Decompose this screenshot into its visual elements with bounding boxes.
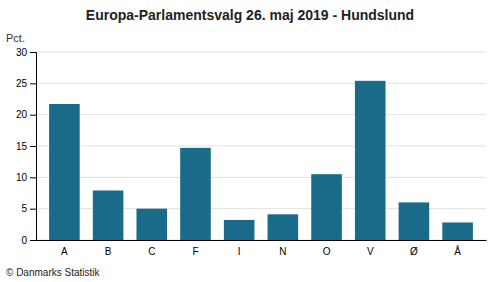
bars [49, 81, 473, 240]
grid-line [36, 83, 486, 84]
x-tick: Ø [410, 246, 418, 257]
y-tick: 30 [16, 47, 36, 58]
title: Europa-Parlamentsvalg 26. maj 2019 - Hun… [86, 7, 414, 23]
y-tick-mark [30, 146, 36, 147]
x-tick-label: I [238, 246, 241, 257]
y-tick-label: 10 [16, 172, 28, 183]
bar [136, 209, 167, 240]
grid-line [36, 177, 486, 178]
bar [180, 148, 211, 240]
y-axis-line [30, 53, 37, 241]
y-tick-mark [30, 240, 36, 241]
y-tick-mark [30, 115, 36, 116]
bar [442, 222, 473, 240]
x-tick-label: B [105, 246, 112, 257]
x-tick-label: V [367, 246, 374, 257]
bar [355, 81, 386, 240]
x-tick-label: O [323, 246, 331, 257]
y-tick-mark [30, 52, 36, 53]
y-tick: 15 [16, 141, 36, 152]
y-tick-label: 30 [16, 47, 28, 58]
footer: © Danmarks Statistik [6, 267, 101, 278]
y-label: Pct. [6, 32, 25, 44]
y-tick-label: 5 [21, 203, 27, 214]
x-tick: V [367, 246, 374, 257]
y-tick: 0 [21, 235, 36, 246]
y-tick-mark [30, 177, 36, 178]
x-tick: O [323, 246, 331, 257]
chart: Europa-Parlamentsvalg 26. maj 2019 - Hun… [0, 0, 500, 282]
x-tick: A [61, 246, 68, 257]
bar [49, 104, 80, 240]
grid-line [36, 52, 486, 53]
y-tick-label: 25 [16, 78, 28, 89]
y-tick-mark [30, 83, 36, 84]
x-tick-label: Å [454, 245, 461, 257]
y-axis: 0 5 10 15 20 25 30 [16, 47, 37, 246]
x-tick: I [238, 246, 241, 257]
x-tick-label: Ø [410, 246, 418, 257]
plot: 0 5 10 15 20 25 30 A B C F I N O V Ø Å [16, 47, 487, 257]
x-tick: Å [454, 245, 461, 257]
y-tick: 20 [16, 109, 36, 120]
x-tick: C [148, 246, 155, 257]
x-tick: N [279, 246, 286, 257]
bar [224, 220, 255, 240]
y-tick: 10 [16, 172, 36, 183]
x-axis-line [37, 240, 487, 241]
y-tick: 5 [21, 203, 36, 214]
y-tick-mark [30, 209, 36, 210]
x-tick-label: C [148, 246, 155, 257]
grid-line [36, 146, 486, 147]
bar [399, 202, 430, 240]
x-tick: B [105, 246, 112, 257]
y-tick-label: 15 [16, 141, 28, 152]
y-tick: 25 [16, 78, 36, 89]
grid [36, 52, 486, 240]
x-tick-label: N [279, 246, 286, 257]
bar [268, 214, 299, 240]
bar [311, 174, 342, 240]
bar [93, 190, 124, 240]
grid-line [36, 114, 486, 115]
x-tick-label: F [192, 246, 198, 257]
x-tick: F [192, 246, 198, 257]
x-tick-label: A [61, 246, 68, 257]
x-axis: ABCFINOVØÅ [37, 241, 487, 258]
y-tick-label: 0 [21, 235, 27, 246]
y-tick-label: 20 [16, 109, 28, 120]
